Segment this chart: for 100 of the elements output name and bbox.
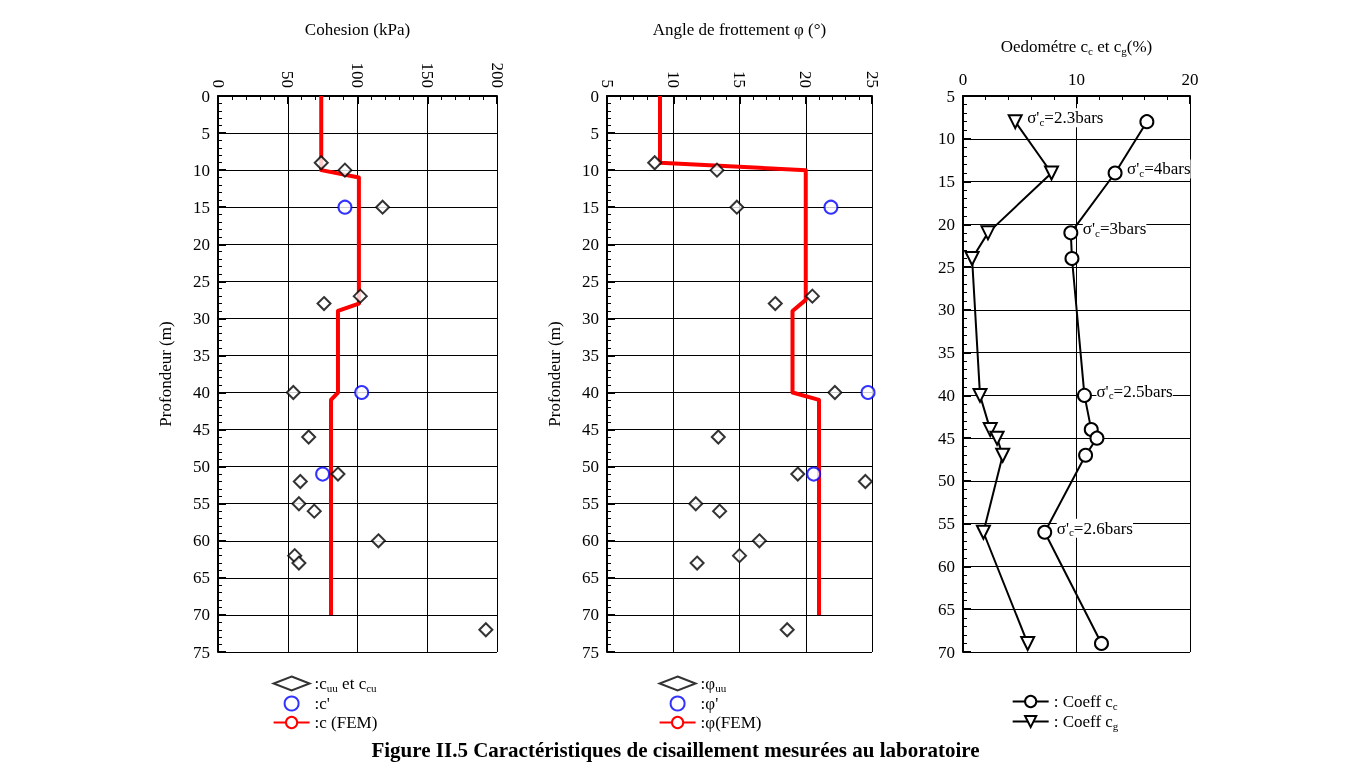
- point: [729, 199, 745, 215]
- point: [1063, 225, 1079, 241]
- y-tick-label: 35: [193, 345, 210, 365]
- y-tick-label: 40: [582, 383, 599, 403]
- point: [1078, 447, 1094, 463]
- y-tick-label: 50: [193, 457, 210, 477]
- y-tick-label: 50: [582, 457, 599, 477]
- point: [779, 622, 795, 638]
- point: [1076, 387, 1092, 403]
- point: [827, 385, 843, 401]
- y-tick-label: 5: [201, 123, 210, 143]
- point: [804, 288, 820, 304]
- point: [306, 503, 322, 519]
- point: [1139, 114, 1155, 130]
- point: [1064, 251, 1080, 267]
- point: [860, 385, 876, 401]
- point: [806, 466, 822, 482]
- y-tick-label: 55: [582, 494, 599, 514]
- y-tick-label: 15: [582, 197, 599, 217]
- x-tick-label: 15: [730, 71, 749, 88]
- y-axis-title: Profondeur (m): [545, 321, 564, 427]
- point: [292, 473, 308, 489]
- y-tick-label: 20: [938, 214, 955, 234]
- point: [375, 199, 391, 215]
- legend-label: :c (FEM): [314, 713, 378, 732]
- y-tick-label: 35: [582, 345, 599, 365]
- text: Figure II.5 Caractéristiques de cisaillement mesurées au laboratoire: [370, 738, 981, 763]
- y-tick-label: 60: [938, 556, 955, 576]
- point: [313, 155, 329, 171]
- point: [751, 533, 767, 549]
- y-tick-label: 25: [193, 271, 210, 291]
- point: [995, 447, 1011, 463]
- y-axis-title: Profondeur (m): [156, 321, 175, 427]
- point: [354, 385, 370, 401]
- x-tick-label: 10: [663, 71, 683, 88]
- y-tick-label: 40: [193, 383, 210, 403]
- point: [712, 503, 728, 519]
- point: [337, 199, 353, 215]
- y-tick-label: 35: [938, 343, 955, 363]
- x-tick-label: 50: [278, 71, 298, 88]
- y-tick-label: 70: [582, 605, 599, 625]
- x-axis-title: Angle de frottement φ (°): [652, 20, 827, 39]
- x-tick-label: 10: [1068, 70, 1085, 89]
- point: [1007, 114, 1023, 130]
- x-tick-label: 0: [958, 70, 968, 89]
- y-tick-label: 65: [582, 568, 599, 588]
- y-tick-label: 30: [938, 300, 955, 320]
- point: [1037, 524, 1053, 540]
- y-tick-label: 10: [193, 160, 210, 180]
- y-tick-label: 60: [193, 531, 210, 551]
- point: [980, 225, 996, 241]
- point: [972, 387, 988, 403]
- legend-label: :φ': [700, 694, 719, 713]
- point: [688, 496, 704, 512]
- point: [337, 162, 353, 178]
- point: [1089, 430, 1105, 446]
- point: [989, 430, 1005, 446]
- x-tick-label: 25: [862, 71, 882, 88]
- x-axis-title: Cohesion (kPa): [304, 20, 411, 39]
- x-tick-label: 100: [348, 62, 367, 88]
- point: [352, 288, 368, 304]
- y-tick-label: 45: [193, 420, 210, 440]
- y-tick-label: 20: [193, 234, 210, 254]
- y-tick-label: 55: [193, 494, 210, 514]
- y-tick-label: 20: [582, 234, 599, 254]
- point: [315, 466, 331, 482]
- y-tick-label: 40: [938, 385, 955, 405]
- y-tick-label: 25: [582, 271, 599, 291]
- y-tick-label: 65: [193, 568, 210, 588]
- point: [1093, 635, 1109, 651]
- y-tick-label: 45: [938, 428, 955, 448]
- point: [689, 555, 705, 571]
- y-tick-label: 60: [582, 531, 599, 551]
- y-tick-label: 10: [938, 129, 955, 149]
- y-tick-label: 70: [193, 605, 210, 625]
- point: [982, 422, 998, 438]
- x-tick-label: 20: [796, 71, 816, 88]
- y-tick-label: 10: [582, 160, 599, 180]
- point: [975, 524, 991, 540]
- x-tick-label: 200: [487, 62, 507, 88]
- x-tick-label: 5: [597, 79, 617, 88]
- y-tick-label: 65: [938, 599, 955, 619]
- y-tick-label: 15: [193, 197, 210, 217]
- y-tick-label: 50: [938, 471, 955, 491]
- y-tick-label: 70: [938, 642, 955, 662]
- x-tick-label: 0: [208, 79, 228, 88]
- point: [291, 496, 307, 512]
- point: [285, 385, 301, 401]
- x-tick-label: 150: [417, 62, 437, 88]
- point: [857, 473, 873, 489]
- point: [732, 548, 747, 564]
- y-tick-label: 55: [938, 514, 955, 534]
- point: [1107, 165, 1123, 181]
- point: [370, 533, 386, 549]
- point: [647, 155, 663, 171]
- point: [709, 162, 725, 178]
- point: [710, 429, 726, 445]
- point: [301, 429, 317, 445]
- point: [316, 296, 332, 312]
- y-tick-label: 30: [582, 308, 599, 328]
